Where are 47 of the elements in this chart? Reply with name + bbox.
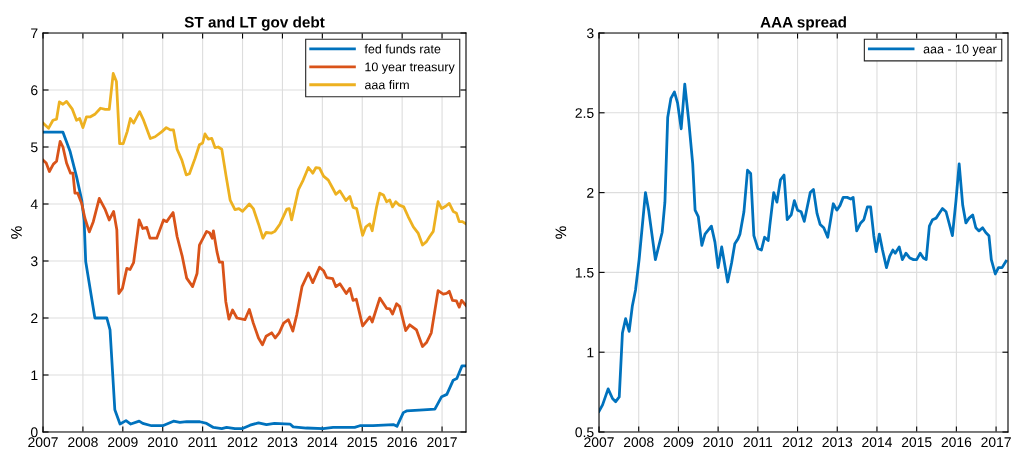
y-tick-label: 3 [586,28,594,39]
y-tick-label: 1.5 [575,267,594,278]
x-tick-label: 2014 [862,437,892,448]
x-tick-label: 2012 [227,437,258,448]
x-tick-label: 2013 [822,437,853,448]
x-tick-label: 2012 [782,437,813,448]
x-tick-label: 2015 [347,437,378,448]
x-tick-label: 2010 [703,437,734,448]
x-tick-label: 2017 [981,437,1011,448]
y-tick-label: 2.5 [575,108,594,118]
y-tick-label: 0.5 [575,427,594,438]
y-tick-label: 4 [30,199,38,210]
y-tick-label: 2 [31,313,38,324]
x-tick-label: 2010 [147,437,178,448]
chart-title: ST and LT gov debt [184,16,325,31]
line-series [43,139,466,348]
y-tick-label: 2 [587,187,594,198]
y-tick-label: 1 [587,347,594,358]
y-tick-label: 0 [30,427,38,438]
x-tick-label: 2008 [623,437,654,448]
x-tick-label: 2011 [188,437,217,448]
x-tick-label: 2016 [387,437,417,448]
legend-label: aaa - 10 year [923,44,997,56]
x-tick-label: 2016 [941,437,972,448]
y-tick-label: 1 [31,370,38,381]
y-axis-title: % [555,226,567,239]
y-tick-label: 3 [30,256,38,267]
y-tick-label: 6 [31,85,38,96]
line-series [599,82,1008,413]
line-series [43,72,466,247]
legend-label: fed funds rate [364,44,441,54]
x-tick-label: 2007 [584,437,614,448]
legend-label: 10 year treasury [365,62,455,74]
x-tick-label: 2007 [28,437,58,448]
x-tick-label: 2009 [108,437,138,448]
y-tick-label: 5 [30,142,38,153]
y-tick-label: 7 [31,28,38,39]
chart-title: AAA spread [760,16,846,31]
x-tick-label: 2013 [267,437,298,448]
x-tick-label: 2017 [427,437,457,448]
x-tick-label: 2015 [901,437,932,448]
x-tick-label: 2008 [68,437,98,448]
x-tick-label: 2011 [743,437,773,448]
y-axis-title: % [11,226,22,239]
legend-label: aaa firm [364,80,409,90]
x-tick-label: 2014 [307,437,338,448]
x-tick-label: 2009 [663,437,694,448]
